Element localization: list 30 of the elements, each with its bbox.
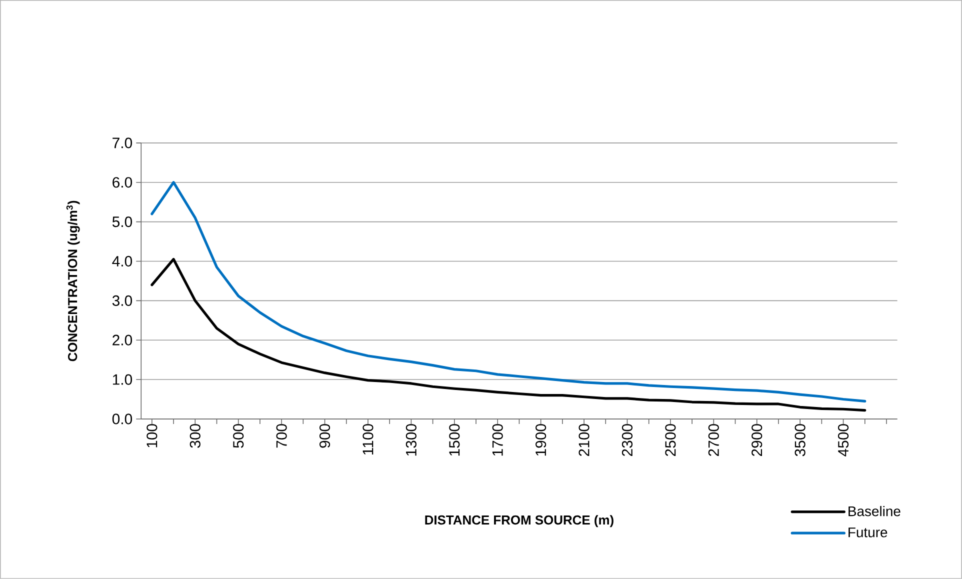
x-tick-label: 1100 xyxy=(362,424,374,455)
y-tick-label: 6.0 xyxy=(112,177,132,188)
x-axis-title: DISTANCE FROM SOURCE (m) xyxy=(425,515,614,528)
x-tick-label: 2300 xyxy=(622,424,633,456)
y-tick-label: 5.0 xyxy=(112,216,132,228)
x-tick-label: 1500 xyxy=(449,424,460,456)
x-tick-label: 1300 xyxy=(406,424,416,456)
x-tick-label: 1900 xyxy=(536,424,546,456)
y-axis-title: CONCENTRATION (ug/m$^{3}$) xyxy=(66,200,80,362)
x-tick-label: 500 xyxy=(233,424,244,448)
y-tick-label: 2.0 xyxy=(112,334,132,346)
x-tick-label: 700 xyxy=(276,424,287,448)
x-tick-label: 100 xyxy=(146,424,158,448)
y-tick-label: 4.0 xyxy=(112,256,132,267)
x-tick-label: 1700 xyxy=(492,424,503,456)
x-tick-label: 300 xyxy=(190,424,200,448)
legend-label: Future xyxy=(848,528,888,538)
x-tick-label: 4500 xyxy=(838,424,849,456)
x-tick-label: 3500 xyxy=(794,424,806,456)
y-tick-label: 3.0 xyxy=(112,295,132,306)
line-series xyxy=(150,258,866,412)
x-tick-label: 2700 xyxy=(708,424,719,456)
y-tick-label: 1.0 xyxy=(112,374,132,385)
legend-label: Baseline xyxy=(848,506,900,516)
x-tick-label: 900 xyxy=(319,424,330,448)
y-tick-label: 0.0 xyxy=(112,414,132,424)
y-tick-label: 7.0 xyxy=(112,138,132,148)
x-tick-label: 2100 xyxy=(578,424,590,456)
x-tick-label: 2900 xyxy=(752,424,762,456)
x-tick-label: 2500 xyxy=(665,424,676,456)
